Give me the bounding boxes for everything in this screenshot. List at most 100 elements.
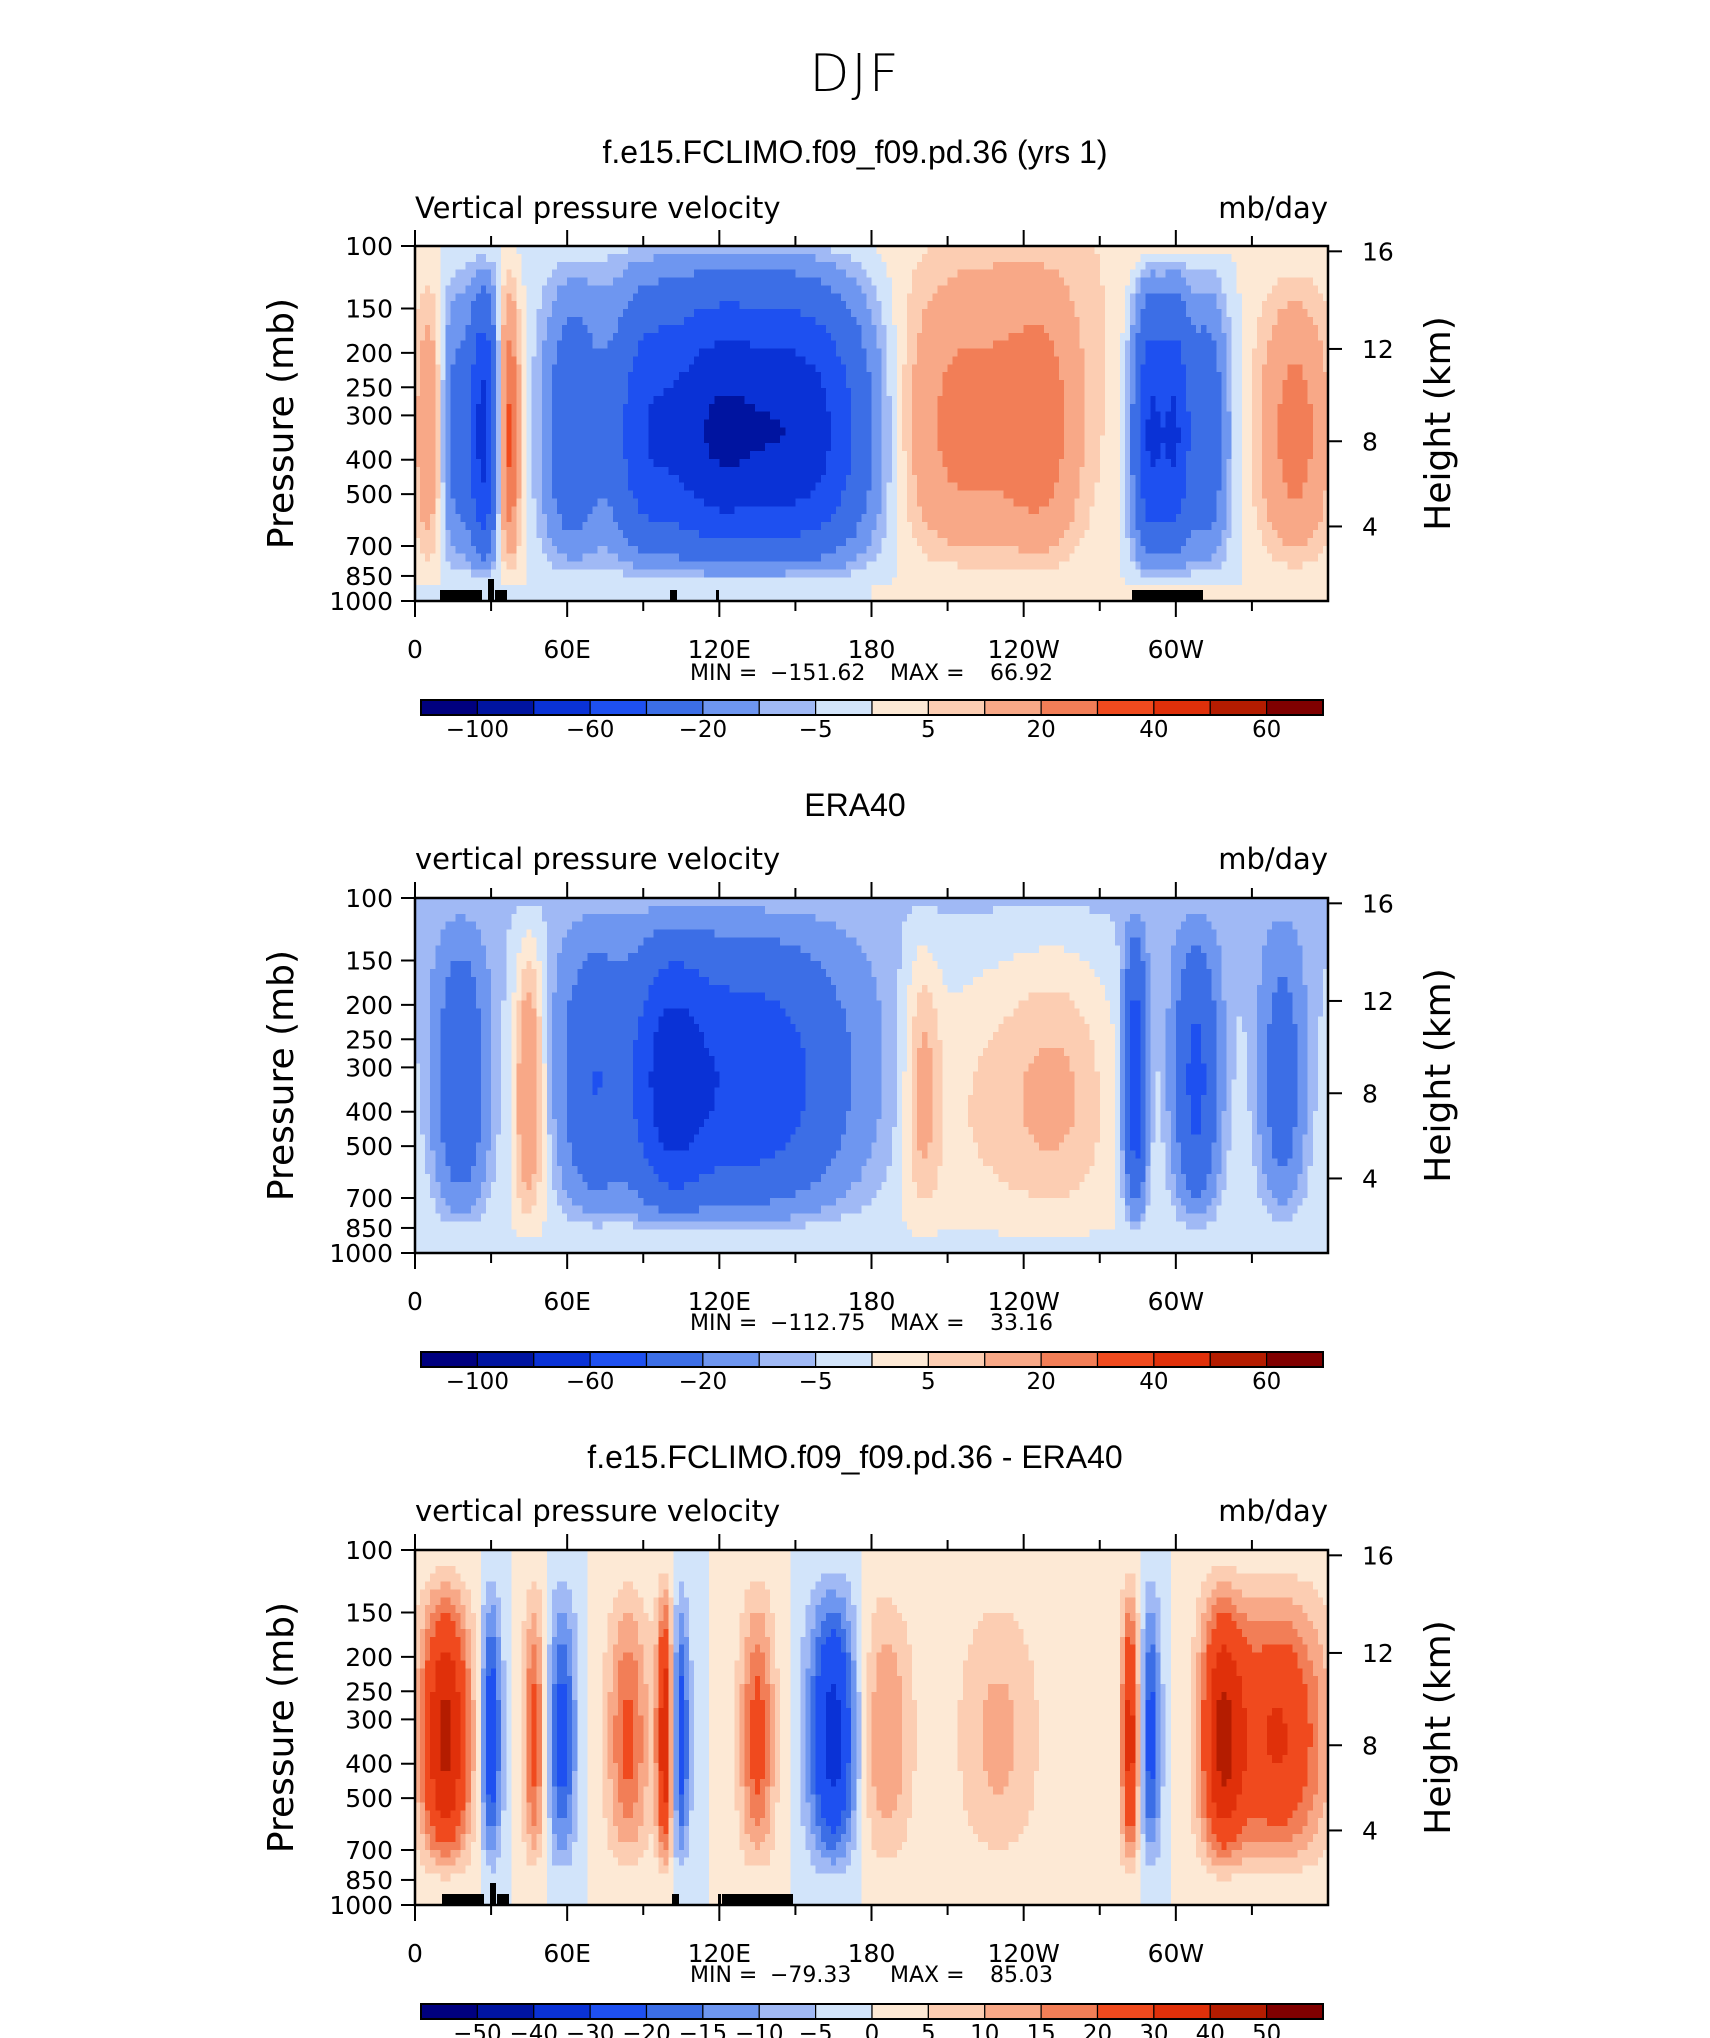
field-cell [613, 333, 619, 341]
field-cell [851, 341, 857, 349]
field-cell [1085, 380, 1091, 388]
field-cell [471, 372, 477, 380]
field-cell [973, 443, 979, 451]
field-cell [1156, 356, 1162, 364]
field-cell [1130, 443, 1136, 451]
field-cell [491, 412, 497, 420]
field-cell [445, 356, 451, 364]
field-cell [674, 372, 680, 380]
field-cell [633, 333, 639, 341]
field-cell [633, 396, 639, 404]
field-cell [907, 333, 913, 341]
field-cell [1054, 364, 1060, 372]
field-cell [714, 262, 720, 270]
field-cell [420, 420, 426, 428]
field-cell [613, 404, 619, 412]
field-cell [953, 435, 959, 443]
field-cell [547, 285, 553, 293]
field-cell [1201, 380, 1207, 388]
field-cell [577, 246, 583, 254]
field-cell [948, 443, 954, 451]
field-cell [1161, 246, 1167, 254]
field-cell [537, 262, 543, 270]
field-cell [922, 459, 928, 467]
field-cell [765, 459, 771, 467]
field-cell [846, 356, 852, 364]
field-cell [719, 254, 725, 262]
field-cell [638, 309, 644, 317]
field-cell [1277, 278, 1283, 286]
field-cell [826, 325, 832, 333]
field-cell [552, 435, 558, 443]
field-cell [724, 435, 730, 443]
field-cell [826, 293, 832, 301]
field-cell [1166, 293, 1172, 301]
field-cell [836, 459, 842, 467]
field-cell [1079, 341, 1085, 349]
field-cell [1150, 420, 1156, 428]
field-cell [1110, 285, 1116, 293]
field-cell [552, 443, 558, 451]
field-cell [902, 317, 908, 325]
field-cell [1257, 317, 1263, 325]
field-cell [978, 404, 984, 412]
field-cell [1176, 451, 1182, 459]
field-cell [552, 262, 558, 270]
field-cell [1252, 435, 1258, 443]
field-cell [582, 420, 588, 428]
field-cell [1282, 270, 1288, 278]
field-cell [1242, 285, 1248, 293]
field-cell [471, 246, 477, 254]
field-cell [486, 349, 492, 357]
field-cell [907, 309, 913, 317]
field-cell [674, 412, 680, 420]
field-cell [1318, 396, 1324, 404]
field-cell [577, 412, 583, 420]
field-cell [623, 420, 629, 428]
field-cell [674, 325, 680, 333]
field-cell [1292, 443, 1298, 451]
field-cell [679, 293, 685, 301]
field-cell [1049, 380, 1055, 388]
field-cell [1034, 364, 1040, 372]
field-cell [593, 356, 599, 364]
field-cell [907, 443, 913, 451]
field-cell [435, 285, 441, 293]
field-cell [1247, 435, 1253, 443]
field-cell [1085, 278, 1091, 286]
field-cell [674, 254, 680, 262]
field-cell [816, 349, 822, 357]
field-cell [1064, 372, 1070, 380]
field-cell [882, 396, 888, 404]
field-cell [496, 317, 502, 325]
field-cell [618, 341, 624, 349]
field-cell [491, 333, 497, 341]
field-cell [978, 285, 984, 293]
field-cell [958, 254, 964, 262]
field-cell [856, 333, 862, 341]
field-cell [430, 309, 436, 317]
field-cell [1100, 372, 1106, 380]
field-cell [1049, 254, 1055, 262]
field-cell [1313, 443, 1319, 451]
field-cell [907, 262, 913, 270]
field-cell [420, 435, 426, 443]
field-cell [765, 404, 771, 412]
field-cell [491, 317, 497, 325]
field-cell [1140, 364, 1146, 372]
field-cell [816, 301, 822, 309]
field-cell [1196, 333, 1202, 341]
field-cell [486, 254, 492, 262]
field-cell [902, 333, 908, 341]
field-cell [740, 293, 746, 301]
field-cell [821, 301, 827, 309]
field-cell [684, 380, 690, 388]
field-cell [658, 396, 664, 404]
field-cell [694, 372, 700, 380]
field-cell [1176, 388, 1182, 396]
field-cell [1079, 270, 1085, 278]
field-cell [1156, 301, 1162, 309]
field-cell [1059, 246, 1065, 254]
field-cell [963, 325, 969, 333]
field-cell [790, 443, 796, 451]
